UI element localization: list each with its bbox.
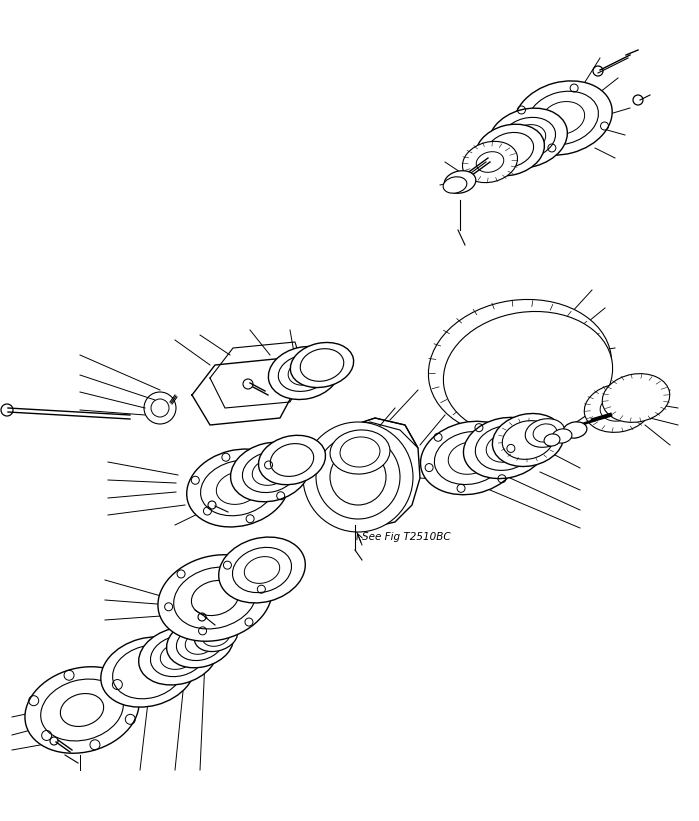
Ellipse shape <box>192 580 238 616</box>
Ellipse shape <box>544 434 560 446</box>
Ellipse shape <box>301 349 344 381</box>
Ellipse shape <box>475 124 545 176</box>
Ellipse shape <box>487 132 533 167</box>
Ellipse shape <box>252 459 288 485</box>
Ellipse shape <box>510 324 542 348</box>
Ellipse shape <box>340 437 380 467</box>
Ellipse shape <box>243 452 298 493</box>
Ellipse shape <box>552 429 572 443</box>
Ellipse shape <box>101 637 195 707</box>
Ellipse shape <box>463 368 495 392</box>
Ellipse shape <box>514 81 612 155</box>
Ellipse shape <box>603 374 670 422</box>
Ellipse shape <box>476 152 504 172</box>
Ellipse shape <box>475 425 535 470</box>
Text: See Fig T2510BC: See Fig T2510BC <box>362 532 451 542</box>
Ellipse shape <box>290 342 354 388</box>
Ellipse shape <box>443 311 612 437</box>
Ellipse shape <box>288 360 320 385</box>
Ellipse shape <box>231 443 310 502</box>
Ellipse shape <box>510 125 546 151</box>
Ellipse shape <box>244 557 280 584</box>
Ellipse shape <box>268 346 340 400</box>
Ellipse shape <box>428 300 612 437</box>
Ellipse shape <box>259 435 326 484</box>
Ellipse shape <box>201 461 275 516</box>
Ellipse shape <box>584 383 651 433</box>
Ellipse shape <box>487 433 524 462</box>
Ellipse shape <box>194 621 238 652</box>
Ellipse shape <box>443 177 467 193</box>
Ellipse shape <box>216 625 232 635</box>
Ellipse shape <box>173 567 257 629</box>
Ellipse shape <box>176 626 224 661</box>
Ellipse shape <box>330 430 390 474</box>
Ellipse shape <box>25 667 139 753</box>
Ellipse shape <box>492 414 563 466</box>
Ellipse shape <box>303 422 413 532</box>
Ellipse shape <box>444 171 476 193</box>
Ellipse shape <box>185 631 215 654</box>
Ellipse shape <box>316 435 400 519</box>
Ellipse shape <box>219 537 305 603</box>
Ellipse shape <box>435 305 605 430</box>
Ellipse shape <box>150 635 206 677</box>
Ellipse shape <box>459 322 582 415</box>
Ellipse shape <box>216 471 260 504</box>
Ellipse shape <box>138 627 217 685</box>
Ellipse shape <box>528 91 598 144</box>
Ellipse shape <box>539 376 570 400</box>
Ellipse shape <box>41 679 123 741</box>
Ellipse shape <box>330 449 386 505</box>
Ellipse shape <box>500 117 556 158</box>
Ellipse shape <box>608 378 664 418</box>
Ellipse shape <box>233 548 291 593</box>
Ellipse shape <box>448 442 492 475</box>
Ellipse shape <box>463 417 547 479</box>
Ellipse shape <box>187 449 289 527</box>
Ellipse shape <box>434 432 505 484</box>
Ellipse shape <box>478 337 562 399</box>
Ellipse shape <box>498 352 542 384</box>
Ellipse shape <box>600 395 636 421</box>
Ellipse shape <box>60 694 103 727</box>
Ellipse shape <box>525 419 565 447</box>
Ellipse shape <box>563 422 587 438</box>
Ellipse shape <box>421 421 519 495</box>
Ellipse shape <box>160 643 196 669</box>
Ellipse shape <box>202 626 230 646</box>
Ellipse shape <box>468 145 512 178</box>
Ellipse shape <box>541 102 584 135</box>
Ellipse shape <box>503 420 554 460</box>
Ellipse shape <box>278 355 330 392</box>
Ellipse shape <box>533 424 557 443</box>
Ellipse shape <box>113 645 183 699</box>
Ellipse shape <box>158 555 272 641</box>
Ellipse shape <box>590 388 646 429</box>
Ellipse shape <box>271 443 314 476</box>
Ellipse shape <box>166 618 233 667</box>
Ellipse shape <box>463 141 517 182</box>
Ellipse shape <box>489 108 568 167</box>
